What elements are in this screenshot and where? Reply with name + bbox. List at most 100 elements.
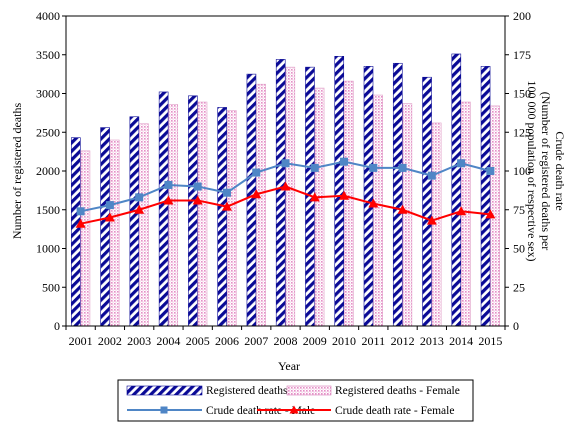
y2-axis-title-line2: (Number of registered deaths per [539,92,553,251]
marker-female-2006 [221,201,232,211]
x-tick-label-2004: 2004 [156,334,180,348]
y-tick-label: 500 [42,280,60,294]
y2-tick-label: 100 [513,164,531,178]
legend-marker-male-line [160,406,168,414]
marker-female-2015 [485,209,496,219]
bar-female-2009 [314,87,325,327]
legend-marker-female-line [289,405,299,414]
bar-male-2008 [275,59,286,327]
marker-male-2011 [369,163,378,172]
bar-female-2003 [139,123,149,327]
bar-male-2002 [100,127,110,327]
legend: Registered deaths - Male Registered deat… [117,379,474,422]
x-tick-label-2015: 2015 [478,334,502,348]
bar-female-2005 [197,101,208,327]
bar-male-2011 [363,66,374,327]
y2-axis-title-line3: 100 000 population of respective sex) [525,81,539,262]
bar-male-2001 [71,137,81,327]
legend-label-female-line: Crude death rate - Female [335,405,454,417]
bar-female-2012 [402,103,413,327]
legend-label-female-bars: Registered deaths - Female [335,385,460,397]
x-axis-title: Year [278,359,300,373]
marker-female-2007 [251,189,262,199]
marker-male-2013 [427,171,436,180]
bar-female-2004 [168,104,179,327]
x-tick-label-2001: 2001 [69,334,93,348]
marker-male-2015 [486,167,495,175]
marker-female-2004 [163,195,174,205]
marker-female-2003 [134,204,145,214]
bar-female-2011 [373,94,383,327]
marker-male-2002 [105,201,114,210]
y-axis-title: Number of registered deaths [10,103,24,240]
marker-male-2008 [281,159,290,168]
marker-male-2004 [164,180,173,189]
marker-female-2005 [192,195,203,205]
bar-female-2001 [80,150,91,327]
marker-female-2002 [104,212,115,222]
marker-female-2008 [280,181,291,191]
marker-female-2011 [368,198,379,208]
legend-swatch-female-bars [286,385,332,396]
bar-male-2005 [188,95,198,327]
y-tick-labels: 0 500 1000 1500 2000 2500 3000 3500 4000 [36,9,60,333]
bars-layer [71,53,500,327]
x-tick-label-2009: 2009 [303,334,327,348]
marker-male-2010 [340,157,349,166]
bar-male-2015 [480,66,491,327]
marker-male-2009 [310,163,319,172]
bar-female-2006 [226,110,237,327]
x-tick-label-2014: 2014 [449,334,473,348]
marker-female-2014 [456,206,467,216]
x-tick-label-2006: 2006 [215,334,239,348]
bar-male-2013 [422,76,432,327]
y-tick-label: 0 [54,319,60,333]
y2-axis-title-line1: Crude death rate [553,131,567,210]
marker-female-2001 [75,218,86,228]
bar-female-2007 [256,83,266,327]
x-tick-label-2007: 2007 [244,334,268,348]
ticks-layer [62,15,509,330]
marker-male-2006 [222,188,231,197]
marker-male-2003 [135,193,144,202]
bar-male-2006 [217,107,227,327]
marker-female-2010 [339,190,350,200]
y2-tick-label: 150 [513,87,531,101]
y-tick-label: 2500 [36,125,60,139]
y2-tick-labels: 0 25 50 75 100 125 150 175 200 [513,9,531,333]
y-tick-label: 4000 [36,9,60,23]
y2-tick-label: 0 [513,319,519,333]
bar-male-2003 [129,116,140,327]
y2-tick-label: 200 [513,9,531,23]
lines-layer [75,157,496,228]
marker-female-2009 [309,192,320,202]
marker-female-2013 [426,215,437,225]
marker-male-2005 [193,182,202,191]
x-tick-label-2008: 2008 [274,334,298,348]
marker-male-2014 [457,159,466,168]
y-tick-label: 3000 [36,87,60,101]
bar-male-2004 [158,91,169,327]
bar-male-2014 [451,53,462,327]
x-tick-labels: 2001 2002 2003 2004 2005 2006 2007 2008 2009 2010… [69,334,503,348]
bar-female-2010 [344,80,354,327]
y-tick-label: 1500 [36,203,60,217]
marker-male-2001 [76,207,85,216]
x-tick-label-2005: 2005 [186,334,210,348]
bar-female-2008 [285,66,296,327]
y2-tick-label: 175 [513,48,531,62]
x-tick-label-2002: 2002 [98,334,122,348]
y-tick-label: 1000 [36,242,60,256]
y2-tick-label: 125 [513,125,531,139]
marker-female-2012 [397,204,408,214]
bar-male-2010 [334,55,345,327]
legend-swatch-male-bars [126,385,203,396]
y-tick-label: 3500 [36,48,60,62]
x-tick-label-2012: 2012 [391,334,415,348]
bar-male-2012 [392,62,403,327]
x-tick-label-2010: 2010 [332,334,356,348]
y-tick-label: 2000 [36,164,60,178]
y2-tick-label: 75 [513,203,525,217]
x-tick-label-2013: 2013 [420,334,444,348]
